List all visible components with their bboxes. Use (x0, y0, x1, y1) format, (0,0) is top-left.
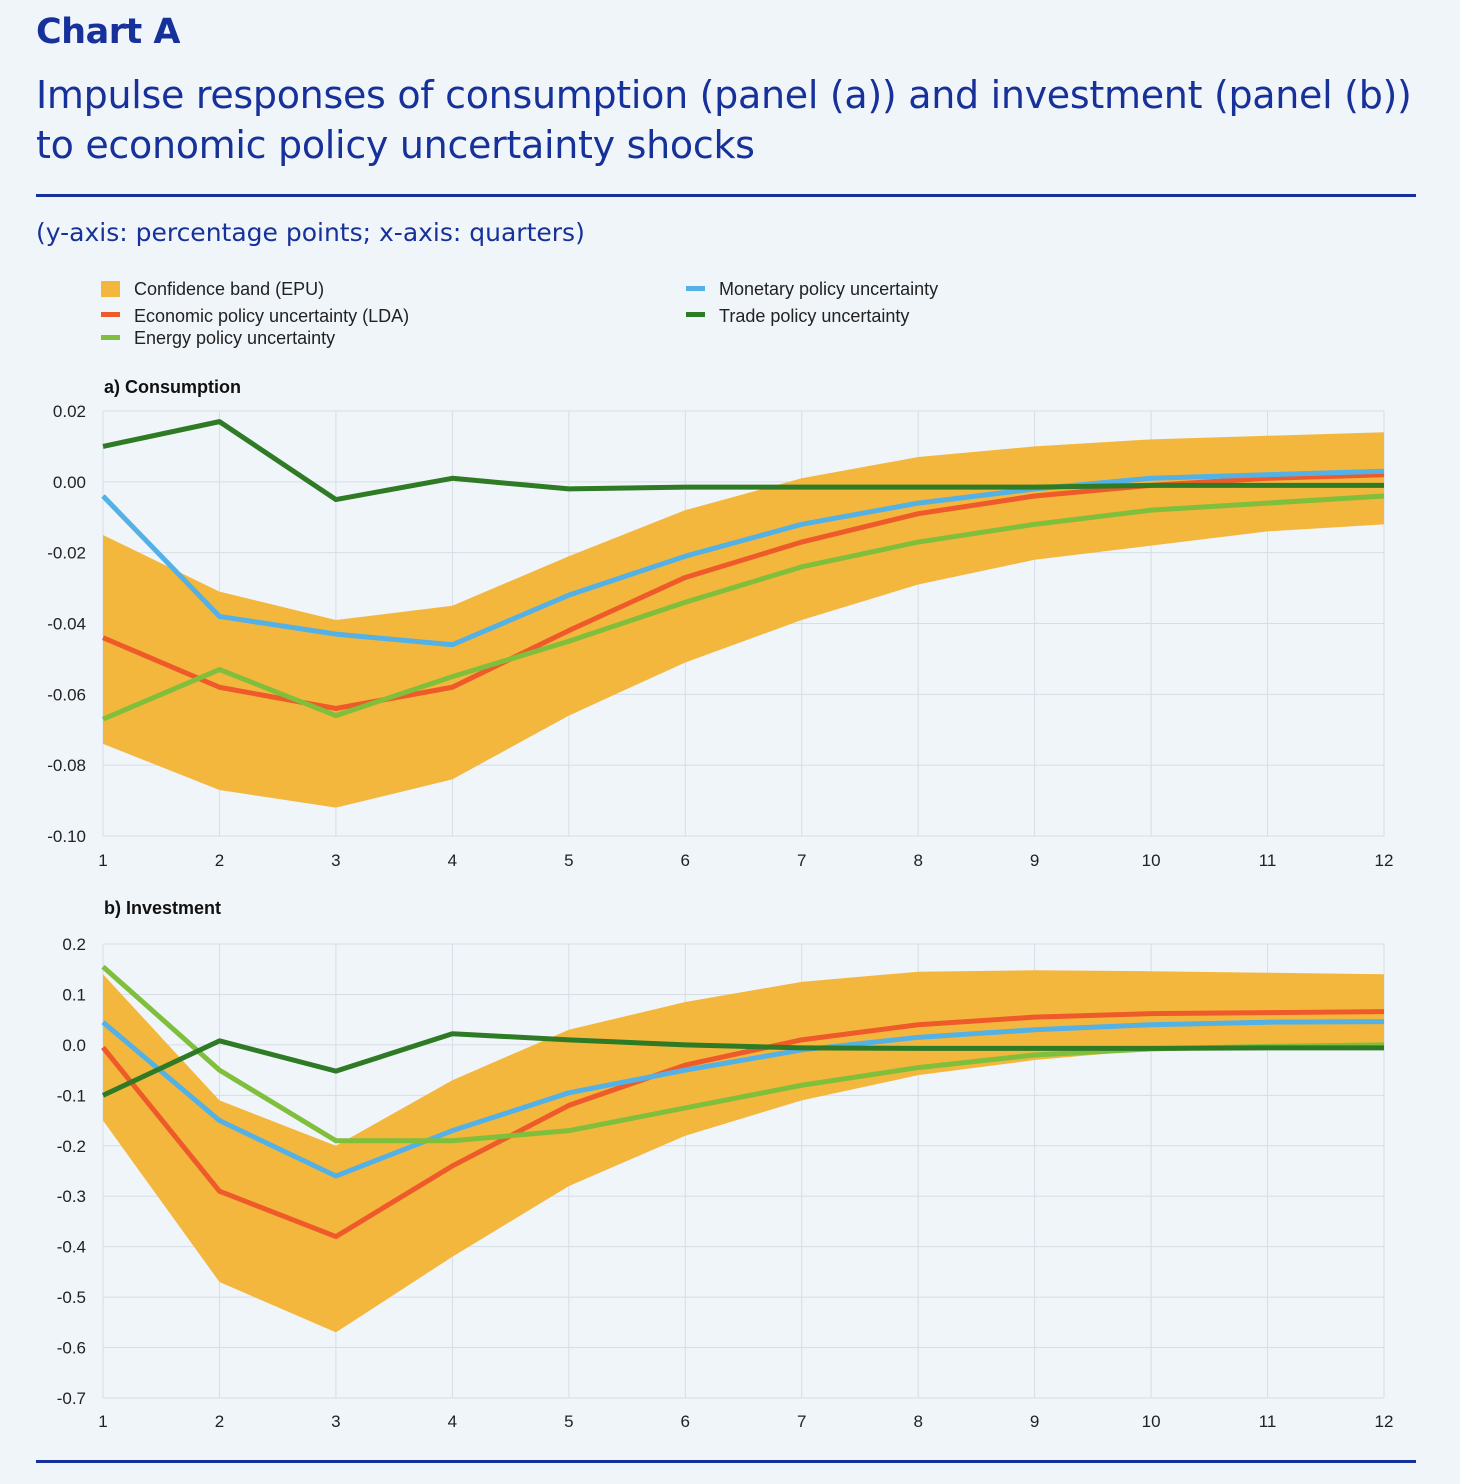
x-tick-label: 10 (1142, 1412, 1161, 1431)
y-tick-label: -0.4 (57, 1238, 86, 1257)
y-tick-label: 0.00 (53, 473, 86, 492)
series-line-epu (101, 1009, 1385, 1240)
legend-label-monetary: Monetary policy uncertainty (719, 279, 938, 299)
y-tick-label: 0.1 (62, 985, 86, 1004)
y-tick-label: 0.2 (62, 935, 86, 954)
x-tick-label: 6 (681, 1412, 690, 1431)
x-tick-label: 9 (1030, 851, 1039, 870)
y-tick-label: -0.2 (57, 1137, 86, 1156)
legend-label-energy: Energy policy uncertainty (134, 328, 335, 348)
x-tick-label: 3 (331, 851, 340, 870)
panel-consumption: a) Consumption 0.02 0.00 -0.02 -0.04 -0.06 -0.… (47, 377, 1393, 870)
x-tick-label: 11 (1259, 851, 1277, 870)
chart-label: Chart A (36, 12, 181, 52)
x-tick-label: 4 (448, 851, 457, 870)
y-tick-label: -0.06 (47, 685, 86, 704)
legend-swatch-epu (101, 312, 120, 317)
legend-swatch-energy (101, 335, 120, 340)
series-line-monetary (101, 1019, 1385, 1179)
y-tick-label: -0.02 (47, 544, 86, 563)
legend-swatch-trade (686, 312, 705, 317)
x-tick-label: 5 (564, 851, 573, 870)
x-tick-label: 2 (215, 851, 224, 870)
series-line-energy (102, 493, 1385, 722)
x-tick-label: 7 (797, 1412, 806, 1431)
x-tick-label: 1 (98, 1412, 107, 1431)
x-tick-label: 7 (797, 851, 806, 870)
panel-investment: b) Investment 0.2 0.1 0.0 -0.1 -0.2 -0.3 -0.4 -0… (57, 898, 1394, 1431)
legend-swatch-band (101, 281, 120, 297)
y-tick-label: -0.6 (57, 1339, 86, 1358)
y-tick-label: -0.1 (57, 1086, 86, 1105)
legend-swatch-monetary (686, 286, 705, 291)
chart-title: Impulse responses of consumption (panel … (36, 70, 1416, 170)
y-tick-label: 0.02 (53, 402, 86, 421)
legend-label-band: Confidence band (EPU) (134, 279, 324, 299)
chart-title-line-1: Impulse responses of consumption (panel … (36, 73, 1412, 117)
y-tick-label: -0.08 (47, 756, 86, 775)
x-tick-label: 8 (913, 851, 922, 870)
x-tick-label: 6 (681, 851, 690, 870)
legend-label-epu: Economic policy uncertainty (LDA) (134, 306, 409, 326)
x-tick-label: 9 (1030, 1412, 1039, 1431)
series-line-trade (102, 419, 1384, 503)
x-tick-label: 10 (1142, 851, 1161, 870)
y-tick-label: -0.7 (57, 1389, 86, 1408)
x-tick-label: 4 (448, 1412, 457, 1431)
y-tick-label: 0.0 (62, 1036, 86, 1055)
title-divider (36, 194, 1416, 197)
x-tick-label: 11 (1259, 1412, 1277, 1431)
legend: Confidence band (EPU) Economic policy un… (101, 279, 938, 348)
x-tick-label: 3 (331, 1412, 340, 1431)
panel-title: a) Consumption (104, 377, 241, 397)
bottom-divider (36, 1460, 1416, 1463)
x-tick-label: 2 (215, 1412, 224, 1431)
legend-label-trade: Trade policy uncertainty (719, 306, 909, 326)
series-line-trade (101, 1031, 1384, 1098)
y-tick-label: -0.3 (57, 1187, 86, 1206)
x-tick-label: 8 (913, 1412, 922, 1431)
x-tick-label: 1 (98, 851, 107, 870)
y-tick-label: -0.04 (47, 615, 86, 634)
confidence-band (103, 970, 1384, 1333)
x-tick-label: 12 (1375, 1412, 1394, 1431)
series-line-monetary (101, 468, 1385, 648)
panel-title: b) Investment (104, 898, 221, 918)
y-tick-label: -0.10 (47, 827, 86, 846)
y-tick-label: -0.5 (57, 1288, 86, 1307)
x-tick-label: 12 (1375, 851, 1394, 870)
axis-note: (y-axis: percentage points; x-axis: quar… (36, 218, 585, 247)
confidence-band (103, 432, 1384, 808)
chart-title-line-2: to economic policy uncertainty shocks (36, 123, 755, 167)
x-tick-label: 5 (564, 1412, 573, 1431)
